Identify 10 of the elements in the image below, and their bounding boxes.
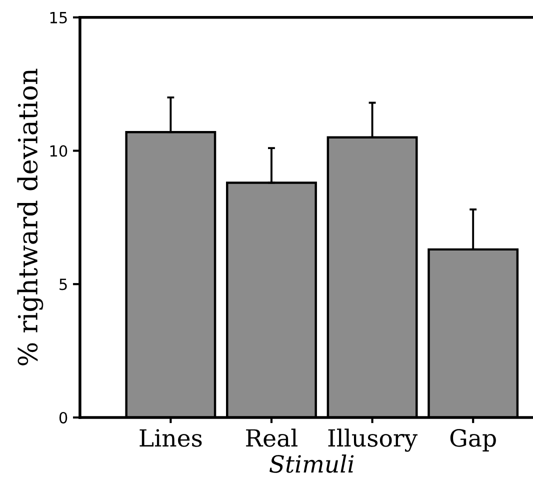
x-tick-label: Real [246,428,298,447]
x-tick-label: Illusory [328,428,418,452]
y-tick-label: 5 [60,278,67,290]
y-tick-label: 0 [59,412,68,424]
x-tick-label: Lines [140,429,202,447]
y-axis-title: % rightward deviation [17,68,44,366]
y-tick-label: 15 [50,12,67,24]
y-tick-label: 10 [50,145,68,157]
x-tick-label: Gap [450,429,496,452]
x-axis-title: Stimuli [270,454,354,473]
